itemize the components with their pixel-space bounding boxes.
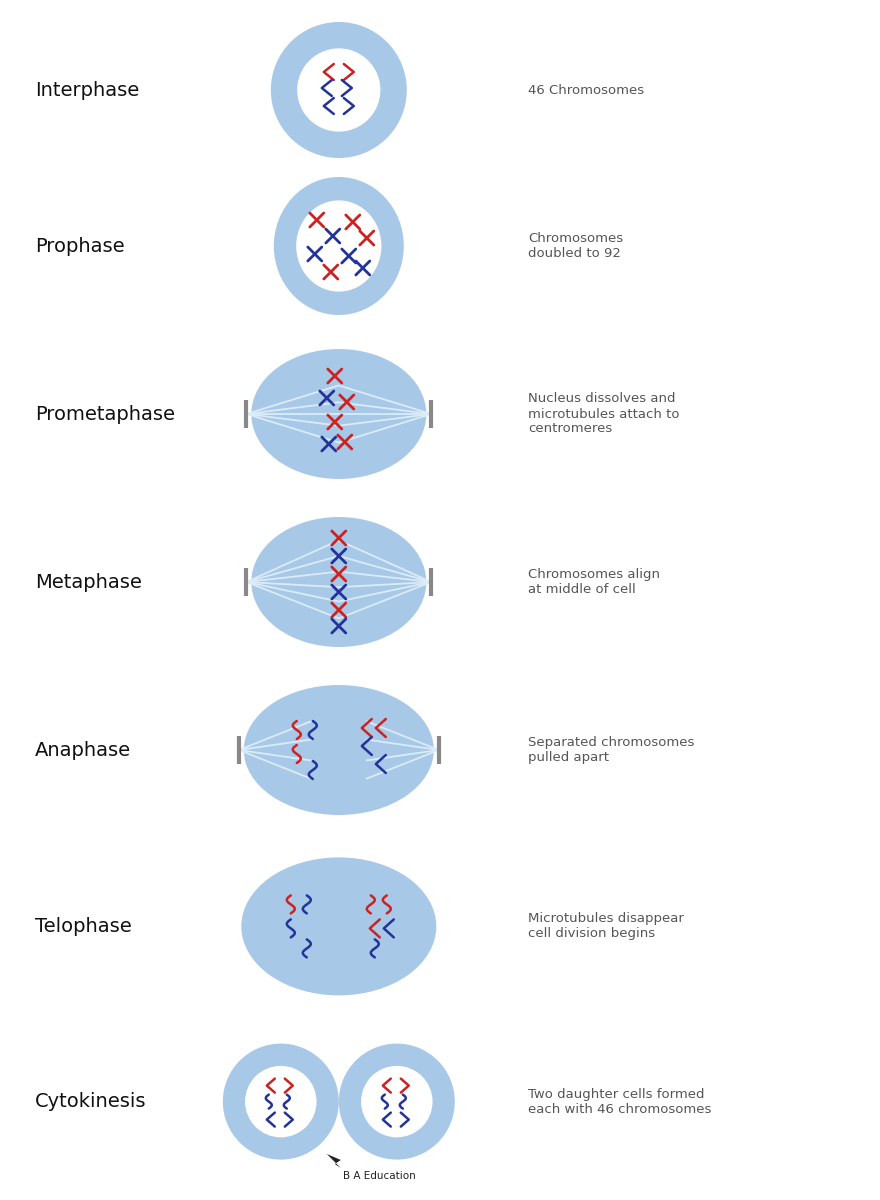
Circle shape [244,1064,318,1139]
Ellipse shape [252,517,426,647]
Text: Separated chromosomes
pulled apart: Separated chromosomes pulled apart [528,736,694,764]
Text: Metaphase: Metaphase [35,572,142,592]
Text: Chromosomes align
at middle of cell: Chromosomes align at middle of cell [528,568,660,596]
Text: Prometaphase: Prometaphase [35,404,175,424]
Text: Cytokinesis: Cytokinesis [35,1092,147,1111]
Text: Telophase: Telophase [35,917,132,936]
Text: 46 Chromosomes: 46 Chromosomes [528,84,644,96]
Text: Anaphase: Anaphase [35,740,131,760]
Polygon shape [326,1154,341,1168]
Ellipse shape [295,199,383,293]
Text: B A Education: B A Education [343,1171,415,1181]
Circle shape [223,1044,339,1159]
Text: Microtubules disappear
cell division begins: Microtubules disappear cell division beg… [528,912,684,941]
Circle shape [271,22,407,158]
Ellipse shape [244,685,434,815]
Text: Interphase: Interphase [35,80,139,100]
Ellipse shape [252,349,426,479]
Text: Chromosomes
doubled to 92: Chromosomes doubled to 92 [528,232,623,260]
Ellipse shape [274,176,404,314]
Circle shape [360,1064,434,1139]
Text: Nucleus dissolves and
microtubules attach to
centromeres: Nucleus dissolves and microtubules attac… [528,392,679,436]
Text: Two daughter cells formed
each with 46 chromosomes: Two daughter cells formed each with 46 c… [528,1087,711,1116]
Circle shape [296,47,382,133]
Text: Prophase: Prophase [35,236,125,256]
Ellipse shape [241,857,436,995]
Circle shape [339,1044,455,1159]
